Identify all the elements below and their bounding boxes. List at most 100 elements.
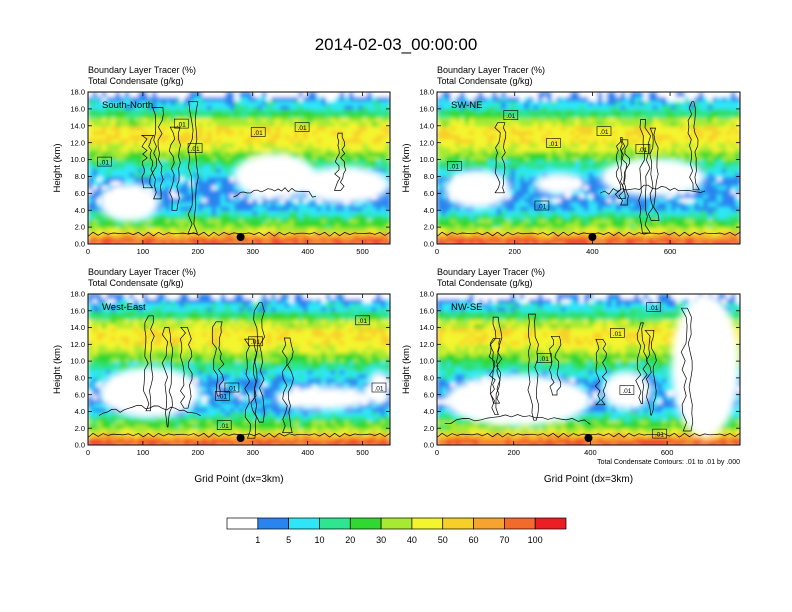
field-cell xyxy=(515,210,521,216)
panel-name: South-North xyxy=(102,100,153,111)
field-cell xyxy=(101,180,108,186)
field-cell xyxy=(367,214,373,220)
field-cell xyxy=(385,138,390,144)
field-cell xyxy=(380,239,387,244)
field-cell xyxy=(385,134,390,140)
field-cell xyxy=(574,193,581,199)
field-cell xyxy=(133,231,140,237)
field-cell xyxy=(519,184,526,190)
field-cell xyxy=(505,227,512,233)
field-cell xyxy=(547,159,553,165)
field-cell xyxy=(101,239,108,244)
field-cell xyxy=(625,92,631,98)
field-cell xyxy=(675,155,682,161)
field-cell xyxy=(106,104,112,110)
field-cell xyxy=(464,227,470,233)
field-cell xyxy=(202,100,208,106)
field-cell xyxy=(303,239,309,244)
field-cell xyxy=(616,159,622,165)
field-cell xyxy=(316,130,323,136)
field-cell xyxy=(275,113,281,119)
field-cell xyxy=(528,180,535,186)
field-cell xyxy=(501,201,507,207)
field-cell xyxy=(643,206,649,212)
field-cell xyxy=(133,168,140,174)
field-cell xyxy=(293,113,300,119)
field-cell xyxy=(528,222,535,228)
field-cell xyxy=(707,108,714,114)
field-cell xyxy=(216,218,222,224)
field-cell xyxy=(129,436,135,442)
field-cell xyxy=(307,235,314,241)
field-cell xyxy=(97,235,103,241)
field-cell xyxy=(501,134,507,140)
field-cell xyxy=(542,108,548,114)
field-cell xyxy=(321,134,327,140)
field-cell xyxy=(551,159,558,165)
field-cell xyxy=(193,214,199,220)
field-cell xyxy=(229,222,236,228)
field-cell xyxy=(515,92,521,98)
field-cell xyxy=(371,155,378,161)
field-cell xyxy=(707,218,714,224)
field-cell xyxy=(611,113,617,119)
field-cell xyxy=(170,117,176,123)
field-cell xyxy=(129,108,135,114)
field-cell xyxy=(115,218,121,224)
field-cell xyxy=(671,222,677,228)
field-cell xyxy=(380,172,387,178)
field-cell xyxy=(174,104,181,110)
field-cell xyxy=(487,227,493,233)
field-cell xyxy=(129,117,135,123)
field-cell xyxy=(721,239,728,244)
field-cell xyxy=(703,235,709,241)
y-tick-label: 8.0 xyxy=(424,172,434,181)
y-tick-label: 0.0 xyxy=(424,240,434,249)
field-cell xyxy=(492,239,498,244)
field-cell xyxy=(225,146,231,152)
field-cell xyxy=(147,108,153,114)
field-cell xyxy=(138,218,144,224)
field-cell xyxy=(353,134,359,140)
field-cell xyxy=(556,151,562,157)
field-cell xyxy=(717,125,723,131)
field-cell xyxy=(505,214,512,220)
field-cell xyxy=(202,151,208,157)
field-cell xyxy=(266,130,272,136)
field-cell xyxy=(156,134,163,140)
field-cell xyxy=(717,155,723,161)
field-cell xyxy=(528,168,535,174)
field-cell xyxy=(560,113,567,119)
field-cell xyxy=(124,96,130,102)
field-cell xyxy=(92,130,98,136)
field-cell xyxy=(115,231,121,237)
field-cell xyxy=(161,218,167,224)
field-cell xyxy=(275,92,281,98)
field-cell xyxy=(165,151,172,157)
field-cell xyxy=(533,130,539,136)
field-cell xyxy=(437,227,443,233)
field-cell xyxy=(170,96,176,102)
field-cell xyxy=(551,193,558,199)
field-cell xyxy=(325,117,332,123)
field-cell xyxy=(248,100,254,106)
field-cell xyxy=(684,117,691,123)
field-cell xyxy=(216,197,222,203)
field-cell xyxy=(501,168,507,174)
field-cell xyxy=(225,96,231,102)
field-cell xyxy=(616,108,622,114)
field-cell xyxy=(717,176,723,182)
field-cell xyxy=(303,155,309,161)
field-cell xyxy=(689,189,695,195)
field-cell xyxy=(321,206,327,212)
field-cell xyxy=(684,134,691,140)
field-cell xyxy=(106,113,112,119)
field-cell xyxy=(593,121,599,127)
field-cell xyxy=(437,113,443,119)
field-cell xyxy=(92,214,98,220)
field-cell xyxy=(459,231,466,237)
field-cell xyxy=(707,104,714,110)
field-cell xyxy=(726,138,732,144)
field-cell xyxy=(694,142,700,148)
